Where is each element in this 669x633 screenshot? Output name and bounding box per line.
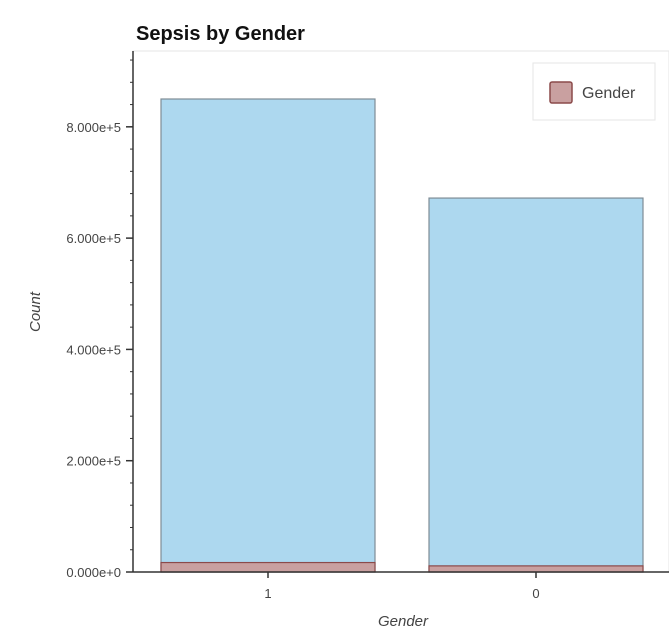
y-tick-label: 2.000e+5: [66, 454, 121, 469]
x-axis-label: Gender: [378, 613, 429, 630]
bar-gender-1: [160, 561, 376, 573]
bar-total-0: [428, 197, 644, 573]
y-tick-label: 8.000e+5: [66, 120, 121, 135]
legend: Gender: [532, 62, 656, 121]
axes-layer: 0.000e+0 2.000e+5 4.000e+5 6.000e+5 8.000e+5…: [66, 51, 669, 601]
y-tick-label: 6.000e+5: [66, 231, 121, 246]
x-tick-label: 1: [264, 586, 271, 601]
bars-layer: [160, 98, 644, 573]
chart-title: Sepsis by Gender: [136, 23, 305, 45]
y-tick-label: 0.000e+0: [66, 565, 121, 580]
y-axis-label: Count: [27, 291, 44, 332]
legend-swatch-gender: [549, 81, 573, 104]
x-tick-label: 0: [532, 586, 539, 601]
bar-total-1: [160, 98, 376, 573]
y-tick-label: 4.000e+5: [66, 342, 121, 357]
legend-label-gender: Gender: [582, 85, 636, 102]
bar-gender-0: [428, 565, 644, 573]
